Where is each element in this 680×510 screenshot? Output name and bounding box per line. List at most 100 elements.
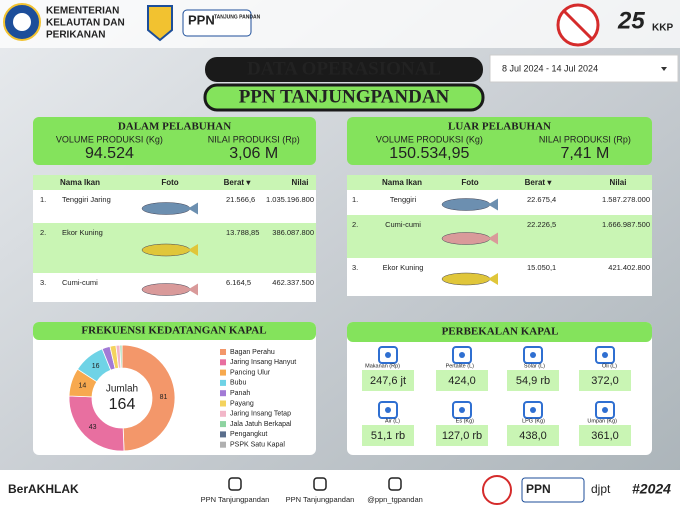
supply-value: 372,0: [591, 375, 619, 387]
supply-box: [362, 425, 414, 446]
value-label: NILAI PRODUKSI (Rp): [539, 134, 631, 144]
supply-icon-dot: [459, 352, 465, 358]
table-header-row: [33, 175, 316, 190]
summary-panel: [33, 117, 316, 165]
footer-brand: BerAKHLAK: [8, 482, 79, 496]
supply-box: [579, 370, 631, 391]
supply-label: Oli (L): [602, 363, 617, 369]
supply-label: LPG (Kg): [522, 418, 545, 424]
footer-logo: [482, 475, 512, 505]
row-number: 3.: [40, 278, 46, 287]
emblem-logo: [147, 5, 173, 42]
slice-label: 16: [92, 363, 100, 370]
ppn-logo-text: PPN: [188, 12, 215, 27]
legend-swatch: [220, 441, 226, 448]
chart-title: FREKUENSI KEDATANGAN KAPAL: [81, 325, 266, 337]
social-icon[interactable]: [388, 477, 402, 491]
fish-value: 462.337.500: [272, 278, 314, 287]
legend-swatch: [220, 410, 226, 417]
row-number: 1.: [352, 195, 358, 204]
slice-label: 81: [160, 394, 168, 401]
social-icon[interactable]: [313, 477, 327, 491]
supply-icon-dot: [530, 352, 536, 358]
supply-icon: [595, 346, 615, 364]
donut-slice: [121, 344, 176, 452]
supply-icon: [595, 401, 615, 419]
slice-label: 14: [79, 382, 87, 389]
social-handle: PPN Tanjungpandan: [201, 495, 270, 504]
fish-weight: 22.226,5: [527, 220, 556, 229]
slice-label: 43: [89, 424, 97, 431]
ministry-name: KEMENTERIAN: [46, 6, 119, 17]
table-header: Foto: [461, 178, 478, 187]
social-icon[interactable]: [228, 477, 242, 491]
fish-tail: [488, 232, 498, 245]
fish-name: Cumi-cumi: [385, 220, 421, 229]
table-header: Nama Ikan: [60, 178, 100, 187]
ministry-logo-inner: [13, 13, 31, 31]
supply-icon-dot: [530, 407, 536, 413]
supply-value: 51,1 rb: [371, 430, 405, 442]
supply-label: Pertalite (L): [446, 363, 475, 369]
fish-tail: [488, 198, 498, 211]
table-header: Nilai: [610, 178, 627, 187]
legend-label: Jala Jatuh Berkapal: [230, 421, 292, 428]
table-header: Foto: [161, 178, 178, 187]
fish-photo: [441, 198, 491, 211]
value-value: 3,06 M: [229, 145, 278, 162]
supply-value: 54,9 rb: [516, 375, 550, 387]
legend-label: Jaring Insang Hanyut: [230, 359, 296, 366]
supplies-title: PERBEKALAN KAPAL: [442, 326, 559, 338]
supply-icon: [452, 346, 472, 364]
legend-swatch: [220, 421, 226, 428]
ppn-logo: [182, 9, 252, 37]
ministry-name: PERIKANAN: [46, 30, 105, 41]
volume-label: VOLUME PRODUKSI (Kg): [376, 134, 483, 144]
footer-ppn-logo: [521, 477, 585, 503]
legend-swatch: [220, 431, 226, 438]
table-header: Nama Ikan: [382, 178, 422, 187]
footer-ppn-text: PPN: [526, 482, 551, 496]
supply-label: Es (Kg): [456, 418, 475, 424]
table-row: [347, 258, 652, 296]
fish-tail: [488, 273, 498, 285]
ministry-name: KELAUTAN DAN: [46, 18, 125, 29]
fish-name: Tenggiri Jaring: [62, 195, 111, 204]
fish-value: 1.666.987.500: [602, 220, 650, 229]
anti-corruption-slash: [562, 9, 594, 41]
social-handle: PPN Tanjungpandan: [286, 495, 355, 504]
fish-tail: [188, 202, 198, 215]
supply-icon: [523, 346, 543, 364]
fish-photo: [141, 202, 191, 215]
fish-value: 386.087.800: [272, 228, 314, 237]
legend-label: Payang: [230, 400, 254, 407]
fish-name: Tenggiri: [390, 195, 417, 204]
supply-box: [436, 370, 488, 391]
supply-label: Makanan (Rp): [365, 363, 400, 369]
fish-name: Ekor Kuning: [62, 228, 103, 237]
supply-icon: [452, 401, 472, 419]
anniversary-number: 25: [617, 7, 645, 34]
legend-label: Panah: [230, 390, 250, 397]
supply-label: Umpan (Kg): [587, 418, 617, 424]
volume-label: VOLUME PRODUKSI (Kg): [56, 134, 163, 144]
legend-label: Pancing Ulur: [230, 369, 271, 376]
supply-value: 424,0: [448, 375, 476, 387]
date-dropdown-arrow: [661, 67, 667, 71]
legend-swatch: [220, 349, 226, 355]
fish-tail: [188, 283, 198, 296]
fish-photo: [441, 272, 491, 286]
supply-label: Solar (L): [524, 363, 545, 369]
legend-swatch: [220, 379, 226, 386]
supply-box: [579, 425, 631, 446]
fish-photo: [441, 232, 491, 245]
date-picker[interactable]: [489, 54, 679, 83]
footer-djpt: djpt: [591, 482, 611, 496]
supply-value: 361,0: [591, 430, 619, 442]
row-number: 1.: [40, 195, 46, 204]
supply-box: [436, 425, 488, 446]
legend-swatch: [220, 390, 226, 397]
volume-value: 94.524: [85, 145, 134, 162]
